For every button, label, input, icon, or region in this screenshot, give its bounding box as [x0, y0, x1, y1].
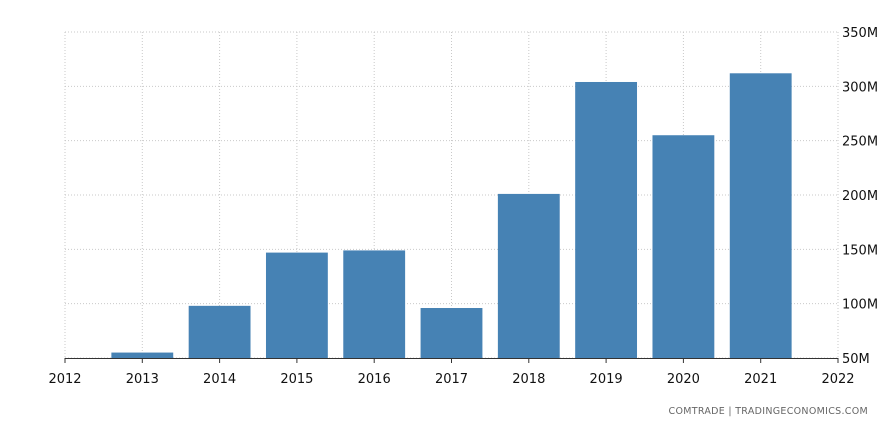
bar-2014 [188, 305, 251, 358]
source-credit: COMTRADE | TRADINGECONOMICS.COM [668, 406, 868, 417]
y-tick-label: 150M [842, 243, 878, 258]
x-tick-label: 2019 [590, 372, 623, 387]
x-tick-label: 2020 [667, 372, 700, 387]
x-tick-label: 2021 [744, 372, 777, 387]
x-tick-label: 2016 [358, 372, 391, 387]
y-tick-label: 100M [842, 298, 878, 313]
bar-2017 [420, 308, 483, 358]
bar-2013 [111, 352, 174, 358]
bar-2020 [652, 135, 715, 358]
y-tick-label: 200M [842, 189, 878, 204]
x-tick-label: 2017 [435, 372, 468, 387]
x-tick-label: 2015 [280, 372, 313, 387]
tick-labels: 2012 2013 2014 2015 2016 2017 2018 2019 2020 2021… [48, 26, 878, 387]
y-tick-label: 350M [842, 26, 878, 41]
x-tick-label: 2022 [821, 372, 854, 387]
x-tick-label: 2014 [203, 372, 236, 387]
x-tick-label: 2013 [126, 372, 159, 387]
bar-2018 [497, 193, 560, 358]
x-tick-label: 2018 [512, 372, 545, 387]
bar-2021 [729, 73, 792, 358]
axes [64, 358, 839, 363]
bar-2016 [343, 250, 406, 358]
bar-2019 [575, 81, 638, 358]
y-tick-label: 250M [842, 135, 878, 150]
bar-2015 [265, 252, 328, 358]
x-tick-label: 2012 [48, 372, 81, 387]
y-tick-label: 50M [842, 352, 870, 367]
y-tick-label: 300M [842, 80, 878, 95]
bars [111, 73, 792, 358]
